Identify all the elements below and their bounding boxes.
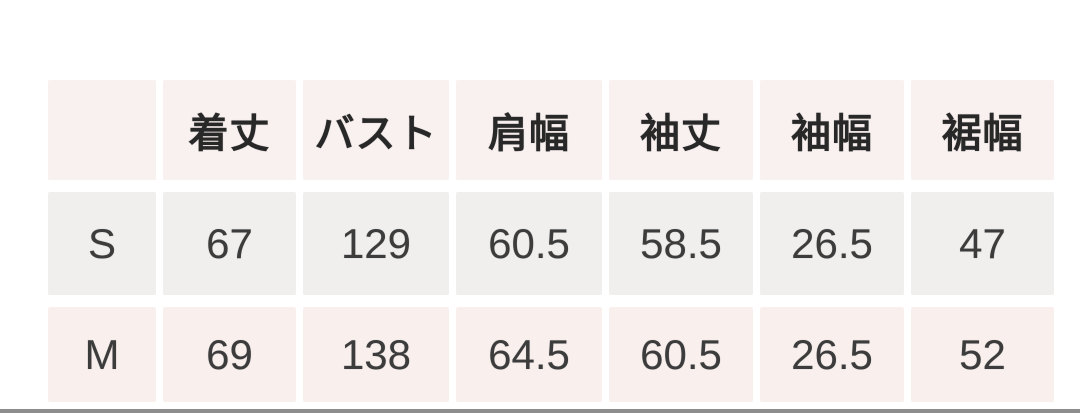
header-cell-shoulder-width: 肩幅 <box>456 80 602 180</box>
row-m-label: M <box>48 307 156 402</box>
size-chart-table: 着丈 バスト 肩幅 袖丈 袖幅 裾幅 S 67 129 60.5 58.5 26… <box>41 68 1061 414</box>
cell-s-shoulder-width: 60.5 <box>456 192 602 295</box>
header-cell-hem-width: 裾幅 <box>911 80 1054 180</box>
row-s-label: S <box>48 192 156 295</box>
header-cell-bust: バスト <box>303 80 449 180</box>
header-cell-sleeve-width: 袖幅 <box>760 80 904 180</box>
table-row-m: M 69 138 64.5 60.5 26.5 52 <box>48 307 1054 402</box>
header-row: 着丈 バスト 肩幅 袖丈 袖幅 裾幅 <box>48 80 1054 180</box>
header-cell-body-length: 着丈 <box>163 80 296 180</box>
cell-s-sleeve-width: 26.5 <box>760 192 904 295</box>
cell-m-bust: 138 <box>303 307 449 402</box>
cell-m-shoulder-width: 64.5 <box>456 307 602 402</box>
bottom-border-line <box>0 409 1080 413</box>
cell-m-hem-width: 52 <box>911 307 1054 402</box>
cell-s-sleeve-length: 58.5 <box>609 192 753 295</box>
corner-cell <box>48 80 156 180</box>
cell-m-body-length: 69 <box>163 307 296 402</box>
cell-m-sleeve-width: 26.5 <box>760 307 904 402</box>
cell-m-sleeve-length: 60.5 <box>609 307 753 402</box>
cell-s-hem-width: 47 <box>911 192 1054 295</box>
table-row-s: S 67 129 60.5 58.5 26.5 47 <box>48 192 1054 295</box>
cell-s-body-length: 67 <box>163 192 296 295</box>
header-cell-sleeve-length: 袖丈 <box>609 80 753 180</box>
cell-s-bust: 129 <box>303 192 449 295</box>
